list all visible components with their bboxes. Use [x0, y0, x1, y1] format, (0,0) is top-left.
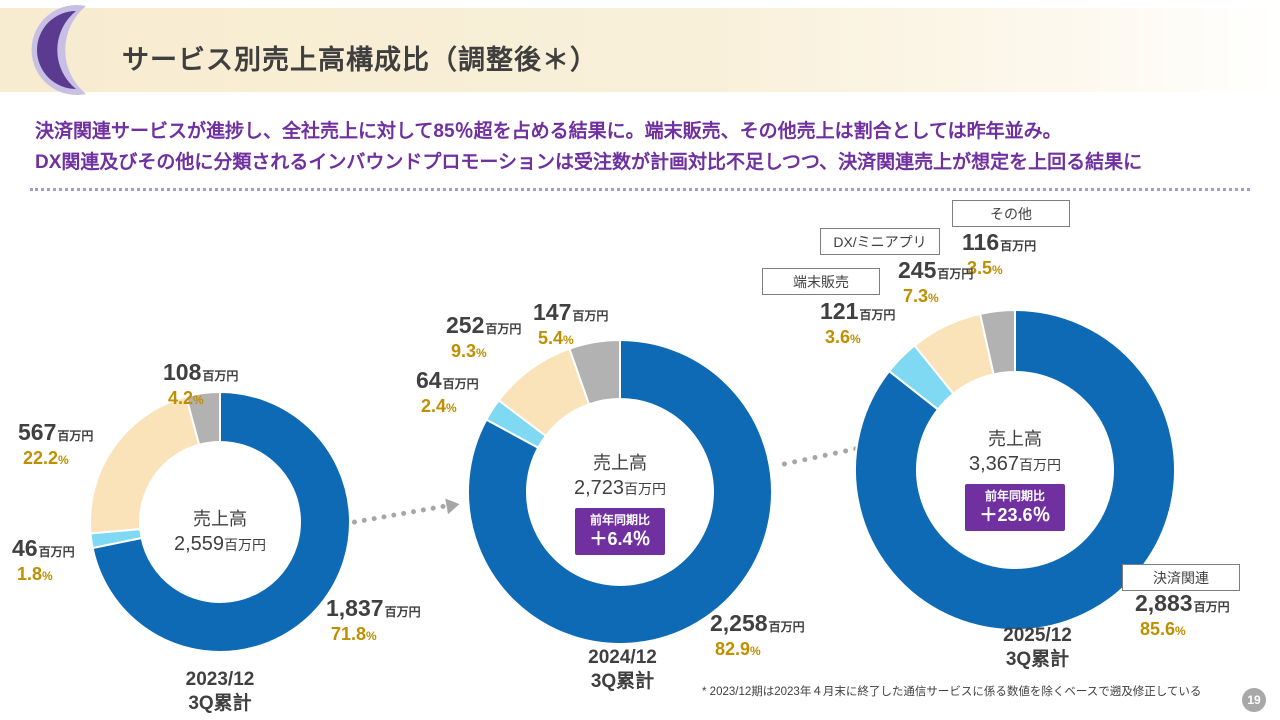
value-label-2024-terminal: 64百万円 2.4% — [416, 367, 479, 416]
value-label-2025-other: 116百万円 3.5% — [962, 229, 1037, 278]
value-label-2024-payment: 2,258百万円 82.9% — [710, 610, 805, 659]
arrow-right-icon — [351, 503, 446, 525]
title-banner — [0, 8, 1280, 92]
period-label-2024: 2024/12 3Q累計 — [588, 647, 657, 692]
value-label-2025-dx: 245百万円 7.3% — [898, 257, 974, 306]
donut-chart-2024: 売上高 2,723百万円 前年同期比 ＋6.4％ — [465, 337, 775, 647]
headline: 決済関連サービスが進捗し、全社売上に対して85％超を占める結果に。端末販売、その… — [35, 116, 1250, 178]
value-label-2023-other: 108百万円 4.2% — [163, 359, 239, 408]
value-label-2025-terminal: 121百万円 3.6% — [820, 298, 896, 347]
donut-2023 — [89, 390, 351, 653]
arrow-right-icon — [781, 445, 859, 467]
logo-crescents-icon — [31, 5, 87, 96]
page-title: サービス別売上高構成比（調整後＊） — [122, 45, 598, 75]
legend-other: その他 — [952, 200, 1070, 227]
value-label-2025-payment: 2,883百万円 85.6% — [1135, 590, 1230, 639]
donut-segment-other — [184, 390, 221, 446]
donut-segment-payment — [91, 390, 351, 653]
value-label-2023-terminal: 46百万円 1.8% — [12, 535, 75, 584]
donut-2024 — [467, 338, 773, 645]
footnote: * 2023/12期は2023年４月末に終了した通信サービスに係る数値を除くベー… — [702, 686, 1202, 698]
value-label-2024-other: 147百万円 5.4% — [533, 299, 609, 348]
donut-chart-2023: 売上高 2,559百万円 — [88, 390, 352, 654]
donut-segment-other — [978, 308, 1016, 376]
donut-segment-payment — [854, 308, 1176, 631]
value-label-2024-dx: 252百万円 9.3% — [446, 312, 522, 361]
dotted-divider — [30, 188, 1250, 191]
period-label-2023: 2023/12 3Q累計 — [185, 669, 255, 714]
legend-terminal: 端末販売 — [762, 268, 880, 295]
donut-segment-other — [568, 338, 621, 406]
donut-2025 — [854, 308, 1176, 631]
value-label-2023-dx: 567百万円 22.2% — [18, 419, 94, 468]
period-label-2025: 2025/12 3Q累計 — [1003, 625, 1072, 670]
page-number: 19 — [1242, 688, 1266, 712]
legend-payment: 決済関連 — [1122, 564, 1240, 591]
donut-segment-dx — [89, 395, 201, 535]
headline-line-1: 決済関連サービスが進捗し、全社売上に対して85％超を占める結果に。端末販売、その… — [35, 121, 1062, 142]
legend-dx: DX/ミニアプリ — [820, 228, 940, 255]
donut-segment-payment — [467, 338, 773, 645]
headline-line-2: DX関連及びその他に分類されるインバウンドプロモーションは受注数が計画対比不足し… — [35, 152, 1143, 173]
crescent-dark — [36, 10, 76, 89]
value-label-2023-payment: 1,837百万円 71.8% — [326, 595, 421, 644]
